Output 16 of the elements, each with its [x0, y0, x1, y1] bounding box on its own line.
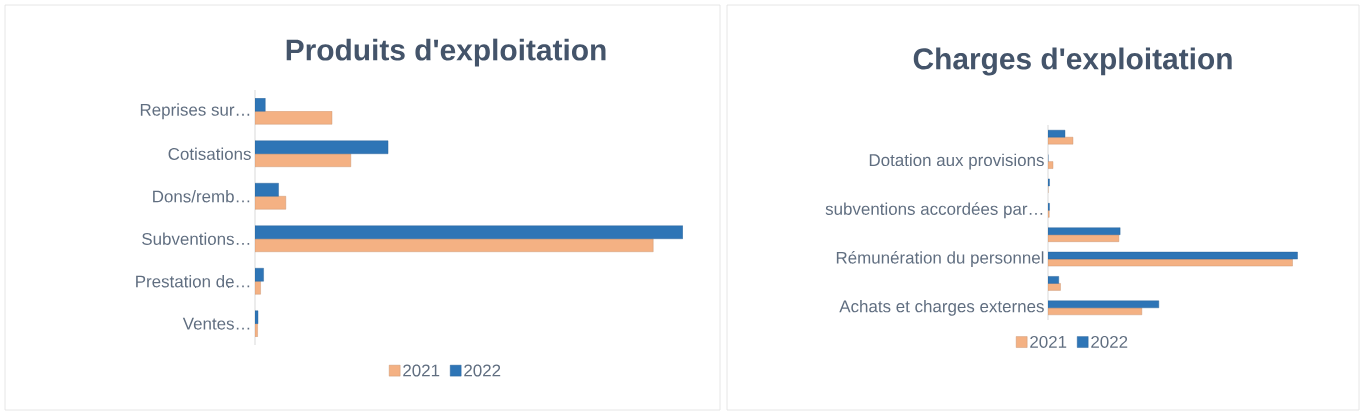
y-tick-label: Reprises sur… [140, 103, 250, 120]
legend-label: 2022 [1091, 335, 1128, 348]
y-tick-label: Cotisations [168, 147, 251, 160]
y-tick-label: subventions accordées par… [825, 202, 1043, 219]
y-tick-label: Dotation aux provisions [869, 153, 1044, 170]
chart-title: Produits d'exploitation [286, 38, 606, 67]
y-tick-label: Prestation de… [136, 275, 250, 288]
legend-label: 2021 [403, 364, 440, 377]
y-tick-label: Achats et charges externes [839, 299, 1044, 316]
chart-title: Charges d'exploitation [913, 47, 1232, 76]
y-tick-label: Rémunération du personnel [836, 251, 1044, 268]
legend-label: 2021 [1030, 335, 1067, 348]
y-tick-label: Dons/remb… [153, 190, 250, 203]
legend-label: 2022 [464, 364, 501, 377]
y-tick-label: Subventions… [142, 232, 250, 245]
y-tick-label: Ventes… [182, 317, 250, 330]
